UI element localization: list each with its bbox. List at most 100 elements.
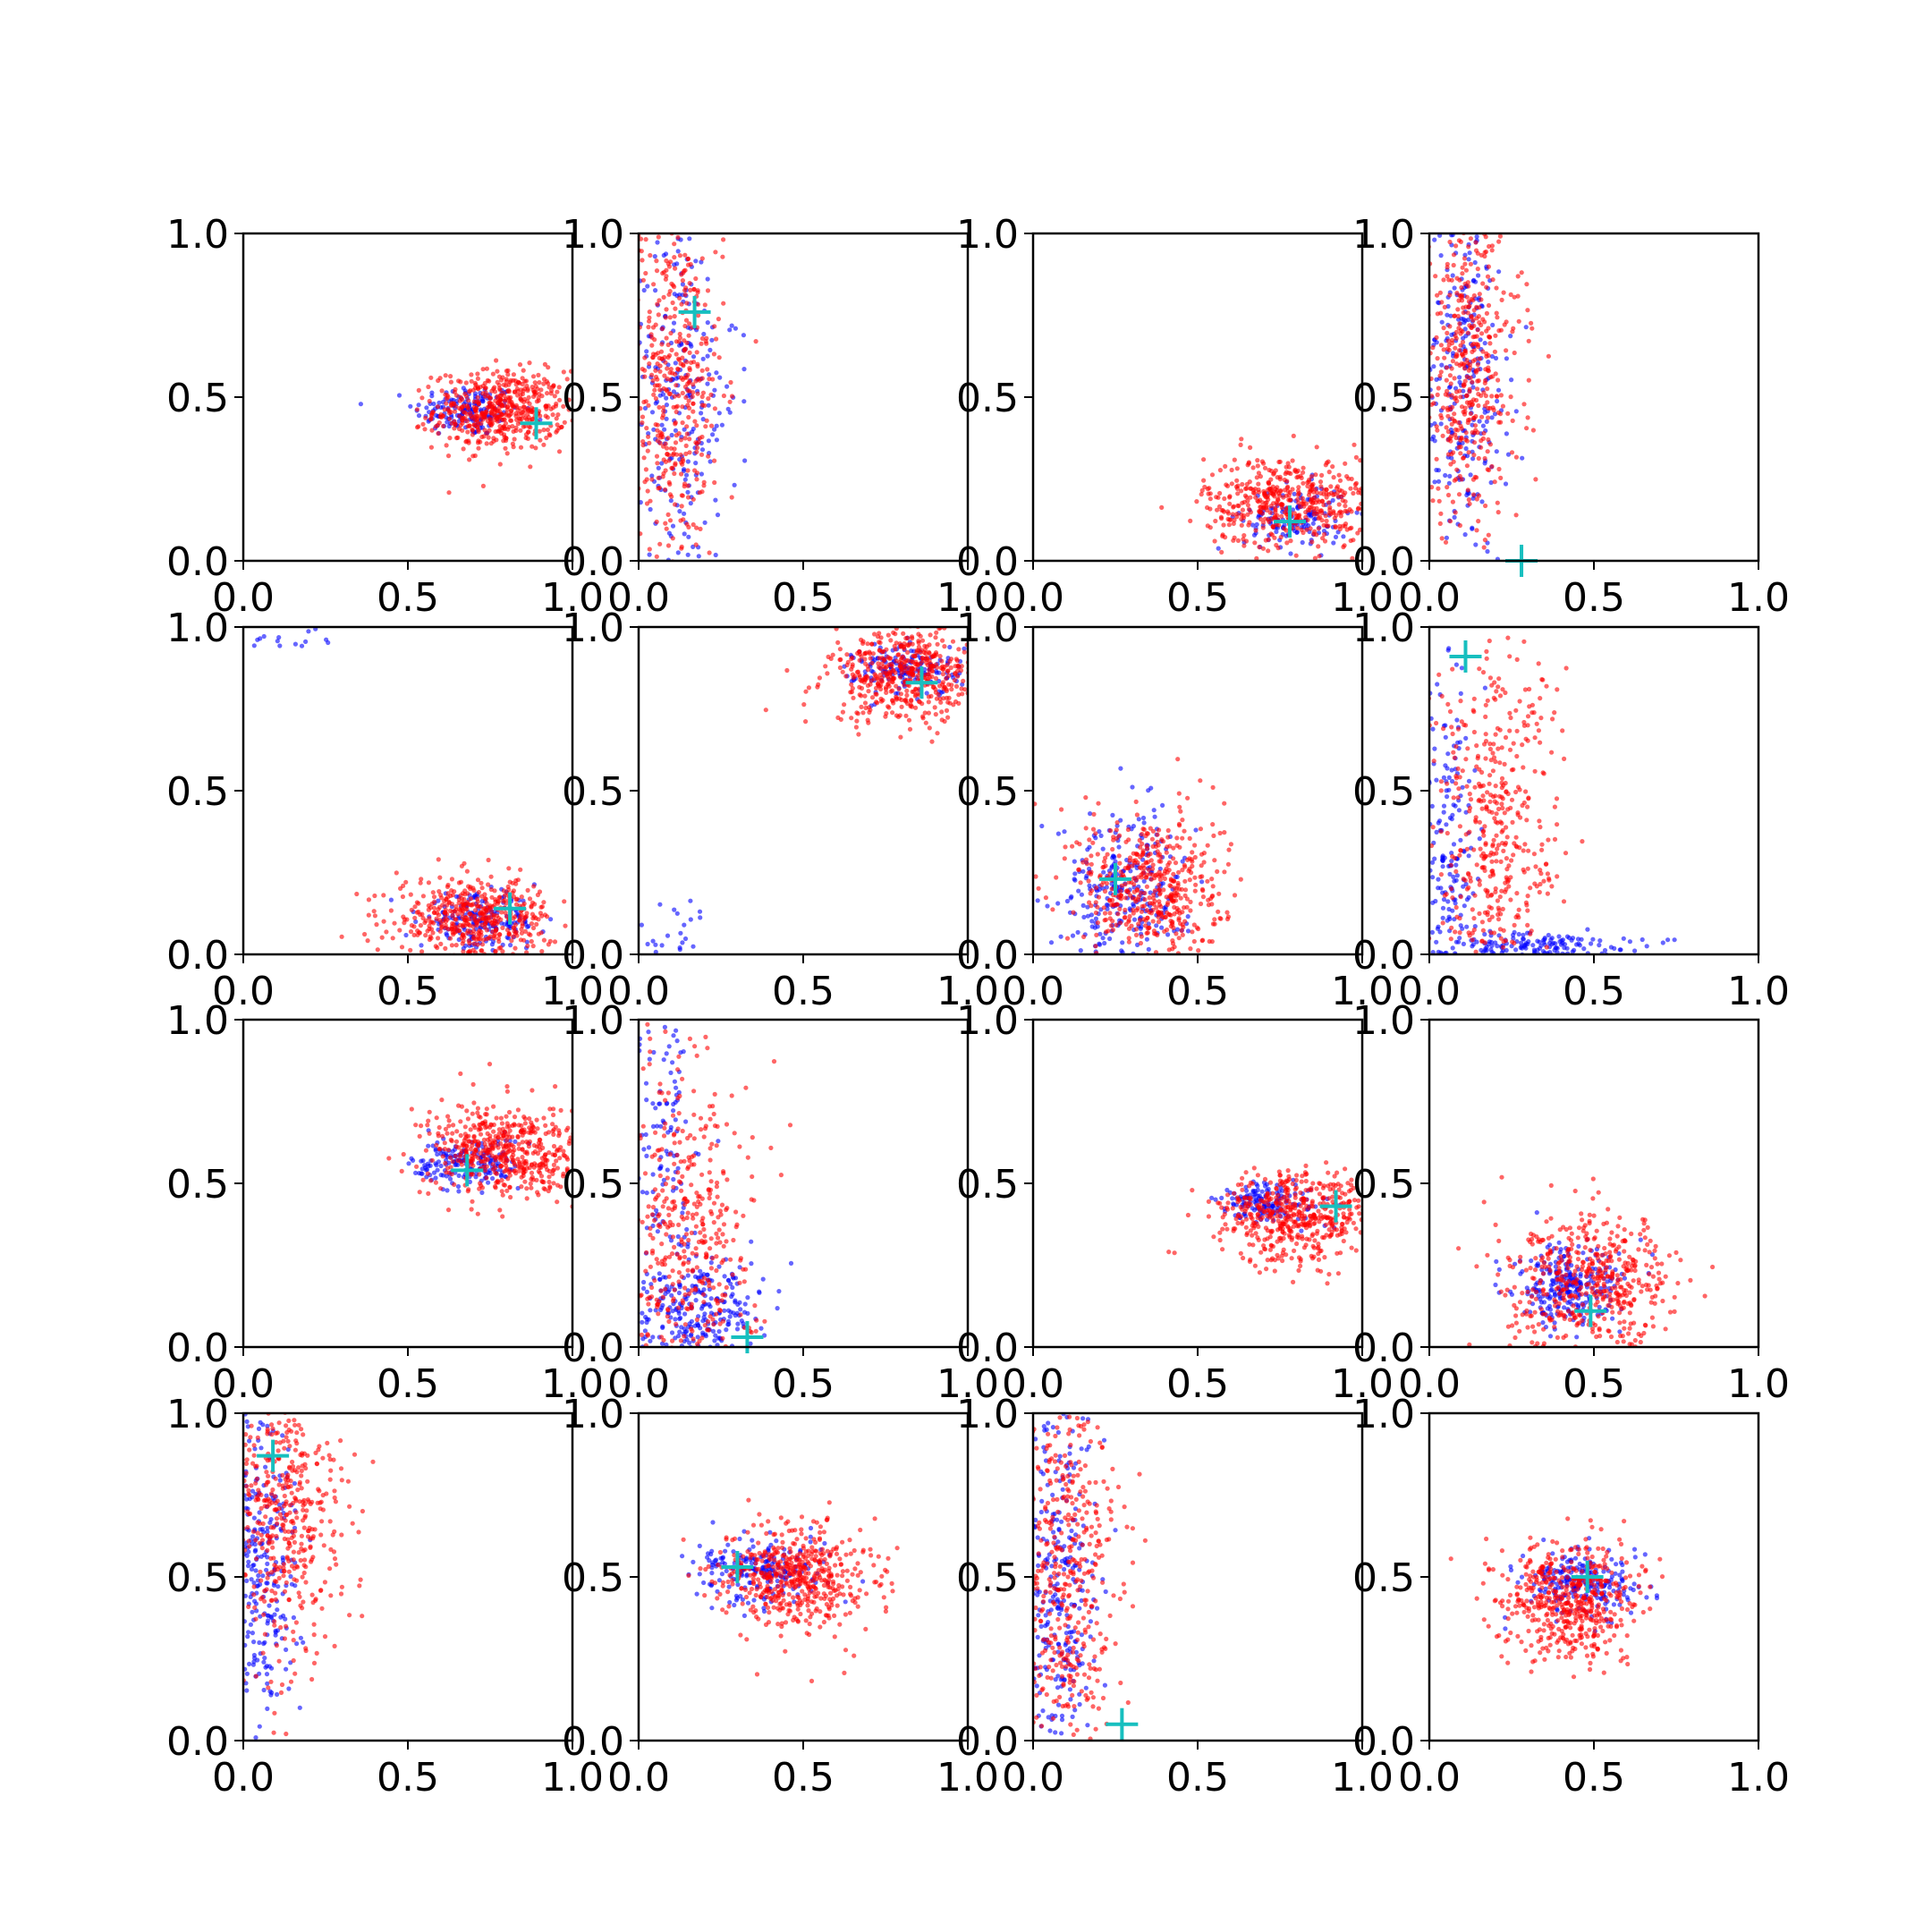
scatter-point bbox=[673, 440, 679, 445]
scatter-point bbox=[643, 270, 648, 276]
scatter-point bbox=[461, 446, 466, 452]
scatter-point bbox=[687, 321, 692, 326]
subplot-1-2: 0.00.00.50.51.01.0 bbox=[956, 606, 1394, 1014]
scatter-point bbox=[849, 716, 854, 721]
scatter-point bbox=[497, 894, 503, 900]
scatter-point bbox=[653, 942, 658, 947]
scatter-point bbox=[1148, 826, 1153, 831]
scatter-point bbox=[803, 689, 809, 694]
scatter-point bbox=[1145, 930, 1150, 936]
scatter-point bbox=[664, 445, 670, 451]
scatter-point bbox=[508, 377, 513, 383]
scatter-point bbox=[1239, 522, 1244, 528]
scatter-point bbox=[443, 373, 448, 378]
scatter-point bbox=[1140, 815, 1147, 821]
scatter-point bbox=[677, 946, 682, 953]
scatter-point bbox=[893, 631, 898, 637]
scatter-point bbox=[453, 393, 459, 398]
scatter-point bbox=[926, 710, 931, 716]
scatter-point bbox=[511, 372, 517, 377]
y-tick-label: 0.5 bbox=[166, 769, 229, 815]
scatter-point bbox=[1241, 515, 1247, 521]
scatter-point bbox=[869, 641, 875, 647]
scatter-point bbox=[666, 391, 673, 396]
scatter-point bbox=[474, 413, 479, 419]
scatter-point bbox=[501, 390, 506, 395]
scatter-point bbox=[1473, 240, 1479, 245]
scatter-point bbox=[452, 426, 457, 431]
scatter-point bbox=[694, 477, 699, 482]
scatter-point bbox=[678, 452, 683, 458]
scatter-point bbox=[372, 893, 377, 899]
scatter-point bbox=[1488, 479, 1494, 486]
x-tick-label: 0.5 bbox=[772, 969, 835, 1014]
scatter-point bbox=[1192, 875, 1198, 880]
scatter-point bbox=[1476, 493, 1482, 498]
x-tick-label: 0.5 bbox=[1563, 575, 1625, 621]
scatter-point bbox=[415, 425, 420, 430]
scatter-point bbox=[1277, 474, 1283, 480]
scatter-point bbox=[940, 666, 945, 672]
x-tick-label: 1.0 bbox=[1331, 575, 1394, 621]
scatter-point bbox=[657, 387, 663, 393]
scatter-point bbox=[1273, 507, 1278, 513]
scatter-point bbox=[1485, 386, 1490, 392]
scatter-point bbox=[1431, 364, 1436, 369]
scatter-point bbox=[706, 453, 711, 459]
scatter-point bbox=[1258, 516, 1264, 522]
scatter-point bbox=[1462, 252, 1468, 258]
scatter-point bbox=[493, 948, 498, 953]
scatter-point bbox=[670, 523, 676, 529]
scatter-point bbox=[536, 395, 541, 401]
scatter-point bbox=[456, 928, 462, 934]
scatter-point bbox=[1187, 856, 1192, 861]
scatter-point bbox=[1200, 888, 1206, 894]
scatter-point bbox=[1331, 475, 1336, 480]
scatter-point bbox=[1045, 903, 1050, 909]
scatter-point bbox=[557, 397, 563, 402]
scatter-point bbox=[1472, 924, 1478, 929]
scatter-point bbox=[470, 432, 476, 437]
scatter-point bbox=[944, 688, 949, 694]
scatter-point bbox=[688, 342, 693, 347]
scatter-point bbox=[1205, 843, 1210, 848]
scatter-point bbox=[465, 928, 470, 934]
scatter-point bbox=[445, 407, 451, 412]
scatter-point bbox=[1460, 271, 1465, 276]
scatter-point bbox=[480, 399, 486, 404]
scatter-point bbox=[554, 416, 559, 421]
scatter-point bbox=[640, 258, 645, 263]
scatter-point bbox=[423, 415, 428, 420]
scatter-point bbox=[513, 881, 519, 886]
scatter-point bbox=[694, 470, 700, 476]
scatter-point bbox=[945, 662, 950, 668]
scatter-point bbox=[1097, 873, 1103, 878]
scatter-point bbox=[652, 383, 658, 388]
scatter-point bbox=[677, 295, 682, 301]
scatter-point bbox=[446, 490, 452, 496]
scatter-point bbox=[699, 259, 704, 265]
scatter-point bbox=[1093, 916, 1098, 921]
scatter-point bbox=[428, 375, 434, 380]
scatter-point bbox=[1282, 522, 1287, 528]
scatter-point bbox=[1307, 504, 1312, 510]
scatter-point bbox=[523, 914, 530, 919]
scatter-point bbox=[667, 518, 674, 523]
scatter-point bbox=[497, 387, 503, 393]
scatter-point bbox=[467, 457, 472, 462]
scatter-point bbox=[1100, 936, 1106, 941]
scatter-point bbox=[1453, 477, 1459, 482]
scatter-point bbox=[1482, 341, 1487, 346]
scatter-point bbox=[661, 294, 666, 300]
scatter-point bbox=[1444, 377, 1449, 383]
scatter-point bbox=[1477, 356, 1482, 361]
scatter-point bbox=[1208, 525, 1213, 530]
scatter-point bbox=[1200, 894, 1206, 900]
scatter-point bbox=[645, 284, 650, 289]
scatter-point bbox=[699, 335, 706, 342]
scatter-point bbox=[1269, 532, 1275, 538]
scatter-point bbox=[1331, 540, 1336, 546]
scatter-point bbox=[428, 934, 433, 939]
scatter-point bbox=[671, 389, 677, 394]
scatter-point bbox=[1476, 519, 1481, 524]
